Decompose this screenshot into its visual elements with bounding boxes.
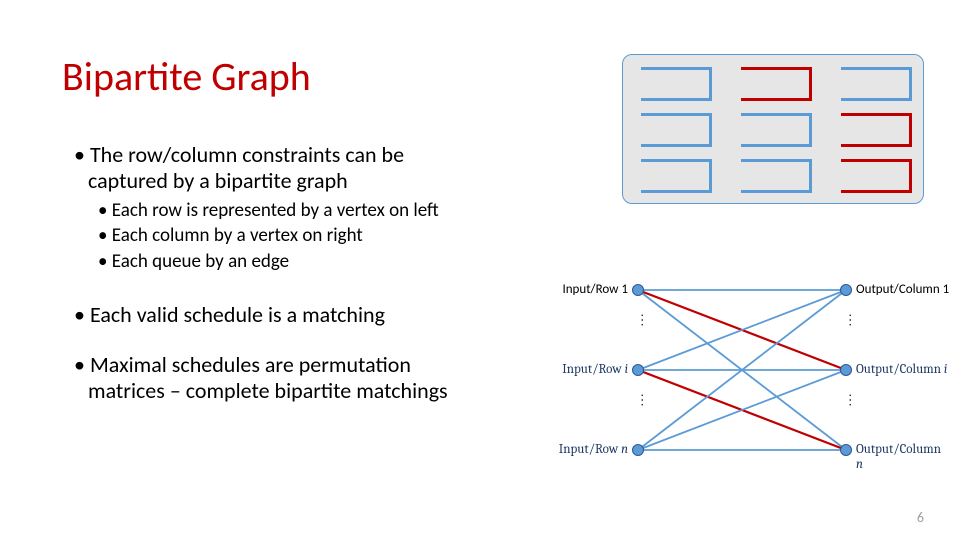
matrix-cell: [641, 113, 712, 147]
bipartite-right-node: [841, 285, 852, 296]
bipartite-left-node: [633, 445, 644, 456]
label-output-n: Output/Column n: [856, 442, 950, 472]
matrix-diagram: [622, 54, 924, 204]
matrix-cell: [841, 159, 912, 193]
bullet-1: The row/column constraints can be captur…: [74, 142, 474, 194]
matrix-cell: [841, 113, 912, 147]
bullet-list: The row/column constraints can be captur…: [74, 142, 474, 410]
bipartite-left-node: [633, 285, 644, 296]
ellipsis-icon: ⋯: [634, 393, 651, 405]
label-input-1: Input/Row 1: [562, 282, 628, 297]
sub-bullet-1: Each row is represented by a vertex on l…: [98, 200, 474, 222]
page-number: 6: [917, 509, 924, 526]
label-output-1: Output/Column 1: [856, 282, 949, 297]
bipartite-left-node: [633, 365, 644, 376]
label-input-n: Input/Row n: [559, 442, 628, 457]
bipartite-right-node: [841, 445, 852, 456]
ellipsis-icon: ⋯: [842, 393, 859, 405]
page-title: Bipartite Graph: [62, 52, 311, 101]
bipartite-diagram: Input/Row 1 Input/Row i Input/Row n Outp…: [510, 275, 950, 485]
matrix-cell: [741, 67, 812, 101]
label-output-i: Output/Column i: [856, 362, 947, 377]
ellipsis-icon: ⋯: [634, 313, 651, 325]
label-input-i: Input/Row i: [562, 362, 628, 377]
bipartite-right-node: [841, 365, 852, 376]
matrix-cell: [841, 67, 912, 101]
matrix-cell: [741, 113, 812, 147]
sub-bullet-3: Each queue by an edge: [98, 251, 474, 273]
ellipsis-icon: ⋯: [842, 313, 859, 325]
matrix-cell: [641, 159, 712, 193]
matrix-cell: [741, 159, 812, 193]
bullet-3: Maximal schedules are permutation matric…: [74, 352, 474, 404]
sub-bullet-2: Each column by a vertex on right: [98, 225, 474, 247]
bullet-2: Each valid schedule is a matching: [74, 302, 474, 328]
matrix-cell: [641, 67, 712, 101]
